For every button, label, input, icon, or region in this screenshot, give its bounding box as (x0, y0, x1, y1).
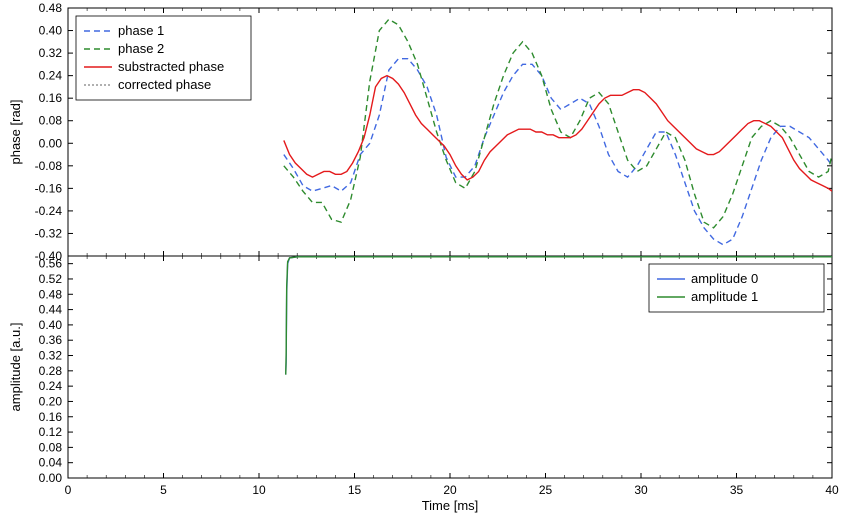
legend-label: amplitude 0 (691, 271, 758, 286)
svg-text:25: 25 (539, 483, 553, 497)
svg-text:0: 0 (65, 483, 72, 497)
svg-text:0.32: 0.32 (39, 46, 63, 60)
svg-text:0.12: 0.12 (39, 425, 63, 439)
legend: phase 1 phase 2 substracted phase corrected… (76, 16, 251, 100)
svg-text:20: 20 (443, 483, 457, 497)
x-axis-label: Time [ms] (422, 498, 479, 513)
svg-text:0.08: 0.08 (39, 440, 63, 454)
svg-text:0.20: 0.20 (39, 394, 63, 408)
legend-label: substracted phase (118, 59, 224, 74)
amplitude-panel: 0 5 10 15 20 25 30 35 40 0.000.04 0.080.120.16 0.20… (8, 256, 839, 497)
series-phase1 (284, 59, 832, 245)
svg-text:amplitude [a.u.]: amplitude [a.u.] (8, 323, 23, 412)
svg-text:5: 5 (160, 483, 167, 497)
svg-text:10: 10 (252, 483, 266, 497)
svg-text:phase [rad]: phase [rad] (8, 99, 23, 164)
legend-label: phase 1 (118, 23, 164, 38)
svg-text:0.24: 0.24 (39, 379, 63, 393)
svg-text:-0.32: -0.32 (35, 226, 63, 240)
svg-text:0.40: 0.40 (39, 24, 63, 38)
phase-panel: -0.40-0.32-0.24-0.16-0.080.000.080.160.2… (8, 1, 832, 263)
legend-label: amplitude 1 (691, 289, 758, 304)
svg-text:0.52: 0.52 (39, 272, 63, 286)
svg-text:0.00: 0.00 (39, 136, 63, 150)
svg-text:0.44: 0.44 (39, 303, 63, 317)
svg-text:0.04: 0.04 (39, 456, 63, 470)
svg-text:0.08: 0.08 (39, 114, 63, 128)
svg-text:-0.16: -0.16 (35, 181, 63, 195)
svg-text:30: 30 (634, 483, 648, 497)
svg-text:0.40: 0.40 (39, 318, 63, 332)
legend-label: corrected phase (118, 77, 211, 92)
svg-text:-0.24: -0.24 (35, 204, 63, 218)
figure: -0.40-0.32-0.24-0.16-0.080.000.080.160.2… (0, 0, 844, 520)
svg-text:0.00: 0.00 (39, 471, 63, 485)
svg-text:0.28: 0.28 (39, 364, 63, 378)
svg-text:0.32: 0.32 (39, 349, 63, 363)
svg-text:-0.08: -0.08 (35, 159, 63, 173)
svg-text:15: 15 (348, 483, 362, 497)
svg-text:0.16: 0.16 (39, 410, 63, 424)
svg-text:0.48: 0.48 (39, 1, 63, 15)
svg-text:35: 35 (730, 483, 744, 497)
legend: amplitude 0 amplitude 1 (649, 264, 824, 312)
svg-text:0.56: 0.56 (39, 257, 63, 271)
svg-text:0.16: 0.16 (39, 91, 63, 105)
legend-label: phase 2 (118, 41, 164, 56)
svg-text:40: 40 (825, 483, 839, 497)
series-subtracted (284, 76, 832, 192)
series-phase2 (284, 19, 832, 228)
svg-text:0.48: 0.48 (39, 287, 63, 301)
svg-text:0.36: 0.36 (39, 333, 63, 347)
svg-text:0.24: 0.24 (39, 69, 63, 83)
